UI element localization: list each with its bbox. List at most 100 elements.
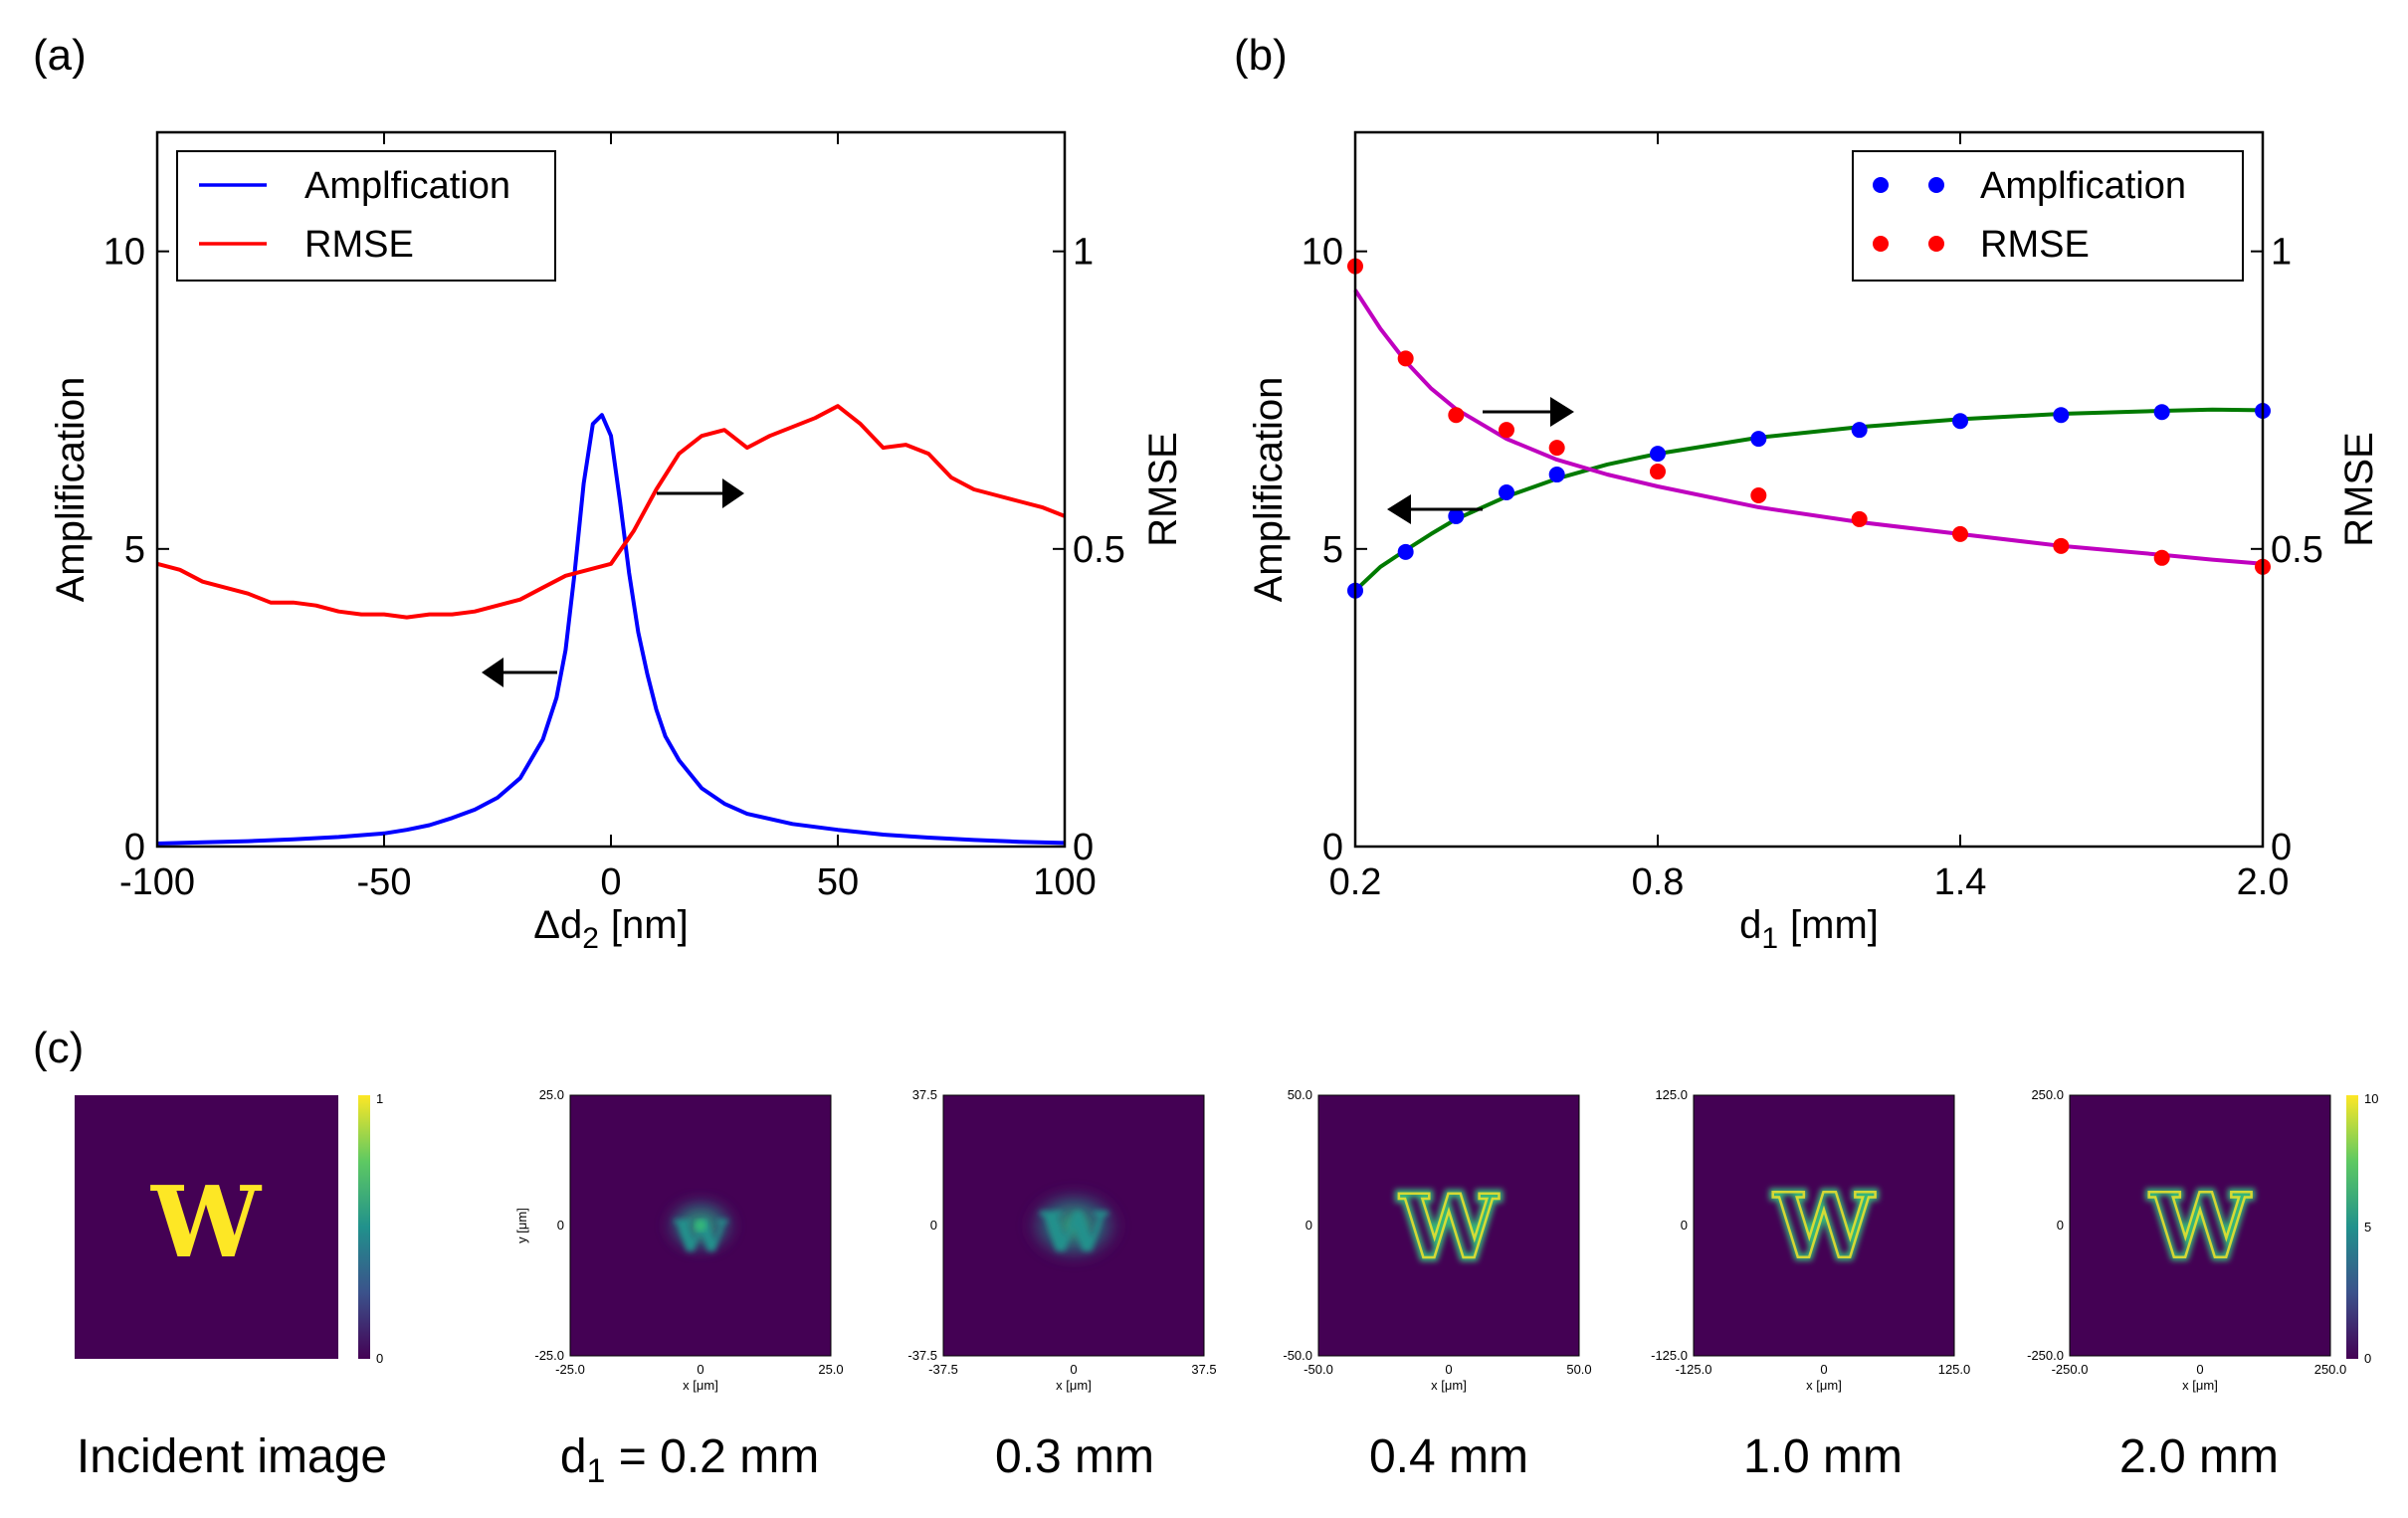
legend-b-rmse-marker bbox=[1928, 236, 1944, 252]
heatmap-background bbox=[1317, 1094, 1580, 1357]
blurred-w-letter: w bbox=[1039, 1180, 1108, 1270]
heatmap-x-tick: 0 bbox=[1070, 1362, 1077, 1377]
arrow-right-icon bbox=[1483, 397, 1574, 427]
x-tick-label: 100 bbox=[1033, 861, 1096, 903]
hotspot bbox=[695, 1220, 706, 1232]
panel-label-b: (b) bbox=[1234, 31, 1288, 80]
heatmap-y-tick: 37.5 bbox=[912, 1087, 937, 1102]
x-tick-label: 0.2 bbox=[1329, 861, 1382, 903]
data-point-rmse bbox=[1499, 422, 1514, 439]
legend-amplification-label: Amplfication bbox=[304, 165, 510, 207]
data-point-rmse bbox=[1397, 350, 1414, 367]
heatmap-x-tick: -37.5 bbox=[928, 1362, 958, 1377]
maps-colorbar-mid: 5 bbox=[2364, 1220, 2371, 1234]
heatmap-x-tick: 0 bbox=[2196, 1362, 2203, 1377]
heatmap-y-tick: -250.0 bbox=[2027, 1348, 2064, 1363]
y2-tick-label: 0.5 bbox=[2271, 529, 2323, 571]
heatmap-y-tick: 125.0 bbox=[1655, 1087, 1688, 1102]
heatmap-x-tick: -250.0 bbox=[2052, 1362, 2089, 1377]
heatmap-x-tick: 0 bbox=[697, 1362, 703, 1377]
series-line-rmse-fit bbox=[1353, 288, 2264, 566]
data-point-amplfication bbox=[1448, 507, 1465, 524]
incident-image: W 1 0 bbox=[75, 1091, 383, 1366]
chart-b-ylabel: Amplification bbox=[1247, 377, 1291, 603]
x-tick-label: -50 bbox=[357, 861, 412, 903]
data-point-amplfication bbox=[2053, 407, 2070, 424]
heatmap-y-tick: -25.0 bbox=[534, 1348, 564, 1363]
chart-a-xlabel: Δd2 [nm] bbox=[533, 903, 688, 955]
heatmap-x-tick: -25.0 bbox=[555, 1362, 585, 1377]
y-tick-label: 5 bbox=[1322, 529, 1343, 571]
heatmap-y-tick: 25.0 bbox=[539, 1087, 564, 1102]
incident-colorbar-min: 0 bbox=[376, 1351, 383, 1366]
caption-incident: Incident image bbox=[77, 1430, 387, 1483]
heatmap-x-tick: 0 bbox=[1820, 1362, 1827, 1377]
heatmap-xlabel: x [μm] bbox=[1806, 1378, 1842, 1393]
caption-20: 2.0 mm bbox=[2119, 1430, 2279, 1483]
chart-a-legend bbox=[176, 150, 556, 282]
heatmap-xlabel: x [μm] bbox=[1431, 1378, 1467, 1393]
y2-tick-label: 0 bbox=[2271, 827, 2292, 868]
arrow-left-icon bbox=[482, 658, 557, 687]
intensity-blob bbox=[1022, 1186, 1125, 1265]
incident-colorbar bbox=[358, 1095, 370, 1359]
heatmap-xlabel: x [μm] bbox=[1056, 1378, 1092, 1393]
caption-d1-02: d1 = 0.2 mm bbox=[560, 1430, 819, 1490]
legend-b-rmse-label: RMSE bbox=[1980, 224, 2090, 266]
heatmap-y-tick: 0 bbox=[2057, 1218, 2064, 1233]
arrow-left-icon bbox=[1387, 494, 1483, 524]
incident-w-letter: W bbox=[150, 1166, 263, 1280]
heatmap-x-tick: 37.5 bbox=[1191, 1362, 1216, 1377]
data-point-amplfication bbox=[1499, 483, 1514, 500]
data-point-amplfication bbox=[1952, 413, 1968, 430]
heatmap-x-tick: 250.0 bbox=[2314, 1362, 2347, 1377]
outlined-w-letter: W bbox=[1772, 1174, 1876, 1279]
series-line-amplfication bbox=[156, 413, 1066, 846]
x-tick-label: -100 bbox=[119, 861, 195, 903]
data-point-amplfication bbox=[1750, 431, 1767, 448]
heatmap-y-tick: -50.0 bbox=[1283, 1348, 1312, 1363]
caption-10: 1.0 mm bbox=[1743, 1430, 1903, 1483]
legend-rmse-label: RMSE bbox=[304, 224, 414, 266]
data-point-rmse bbox=[1650, 464, 1666, 480]
incident-colorbar-max: 1 bbox=[376, 1091, 383, 1106]
data-point-amplfication bbox=[1650, 446, 1666, 463]
data-point-rmse bbox=[1851, 510, 1868, 527]
heatmap-ylabel: y [μm] bbox=[514, 1208, 529, 1243]
y2-tick-label: 0 bbox=[1073, 827, 1094, 868]
y-tick-label: 0 bbox=[1322, 827, 1343, 868]
legend-b-amp-marker bbox=[1873, 177, 1889, 193]
maps-colorbar-max: 10 bbox=[2364, 1091, 2378, 1106]
heatmap-x-tick: 50.0 bbox=[1566, 1362, 1591, 1377]
w-letter-ridge: W bbox=[2148, 1174, 2252, 1279]
heatmap-y-tick: 0 bbox=[557, 1218, 564, 1233]
legend-b-rmse-marker bbox=[1873, 236, 1889, 252]
data-point-amplfication bbox=[1397, 543, 1414, 560]
heatmap-y-tick: 250.0 bbox=[2031, 1087, 2064, 1102]
maps-colorbar bbox=[2346, 1095, 2358, 1359]
x-tick-label: 1.4 bbox=[1934, 861, 1987, 903]
heatmap-y-tick: 0 bbox=[930, 1218, 937, 1233]
heatmap-xlabel: x [μm] bbox=[2182, 1378, 2218, 1393]
y2-tick-label: 0.5 bbox=[1073, 529, 1125, 571]
w-letter-ridge: W bbox=[1399, 1175, 1500, 1278]
caption-04: 0.4 mm bbox=[1369, 1430, 1528, 1483]
heatmap-x-tick: 25.0 bbox=[818, 1362, 843, 1377]
heatmap-background bbox=[1693, 1094, 1955, 1357]
data-point-amplfication bbox=[1548, 467, 1565, 483]
x-tick-label: 0 bbox=[600, 861, 621, 903]
x-tick-label: 2.0 bbox=[2237, 861, 2290, 903]
arrow-right-icon bbox=[657, 478, 744, 508]
heatmap-x-tick: -125.0 bbox=[1676, 1362, 1712, 1377]
heatmap-x-tick: -50.0 bbox=[1304, 1362, 1333, 1377]
data-point-amplfication bbox=[1851, 422, 1868, 439]
y-tick-label: 10 bbox=[1302, 232, 1343, 274]
chart-b-y2label: RMSE bbox=[2337, 432, 2381, 547]
outlined-w-letter: W bbox=[1399, 1175, 1500, 1278]
